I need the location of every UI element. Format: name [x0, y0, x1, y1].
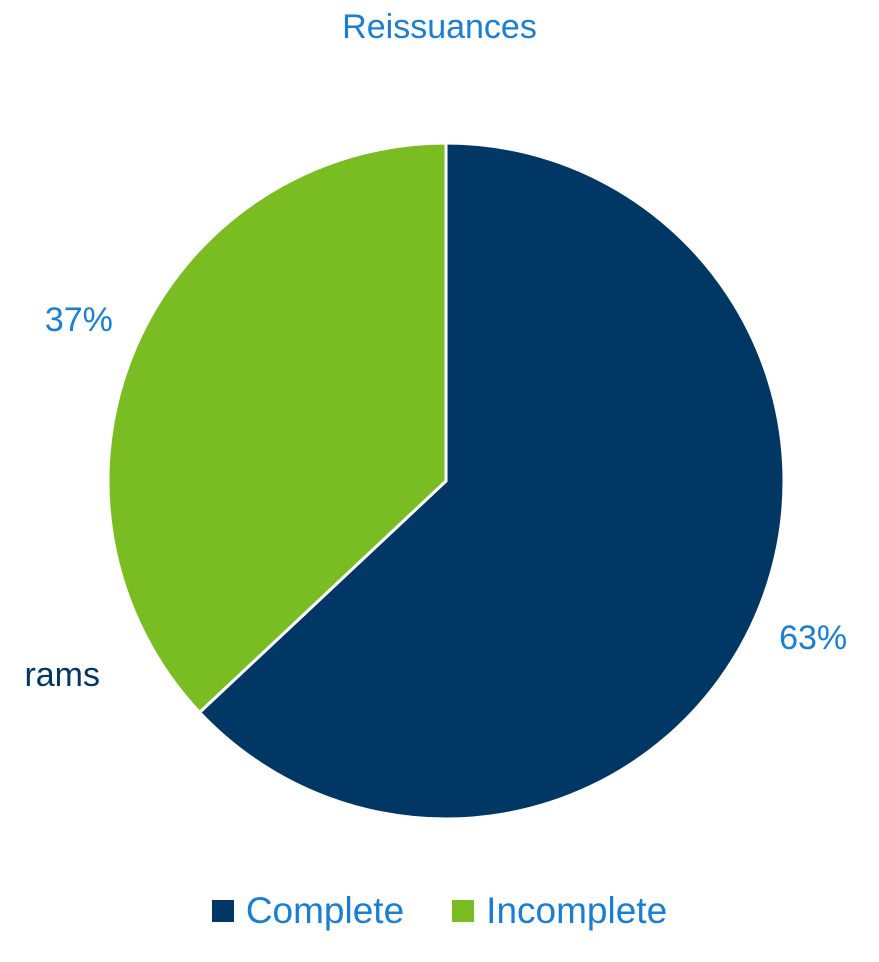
pie-labels: 63% 37% — [45, 301, 847, 657]
cutoff-label-text: rams — [24, 656, 100, 694]
pie-slice-incomplete[interactable] — [106, 141, 448, 715]
legend-swatch-incomplete — [452, 900, 475, 922]
legend-item-complete[interactable]: Complete — [211, 890, 405, 932]
legend-label-incomplete: Incomplete — [486, 890, 668, 931]
chart-legend: Complete Incomplete — [0, 890, 879, 932]
legend-swatch-complete — [211, 900, 234, 922]
cutoff-label: rams — [0, 656, 100, 695]
data-label-incomplete: 37% — [45, 301, 113, 339]
pie-slices — [106, 141, 786, 821]
legend-label-complete: Complete — [245, 890, 405, 931]
data-label-complete: 63% — [779, 619, 847, 657]
legend-item-incomplete[interactable]: Incomplete — [452, 890, 667, 932]
pie-slice-complete[interactable] — [197, 141, 786, 821]
chart-title: Reissuances — [342, 8, 537, 46]
